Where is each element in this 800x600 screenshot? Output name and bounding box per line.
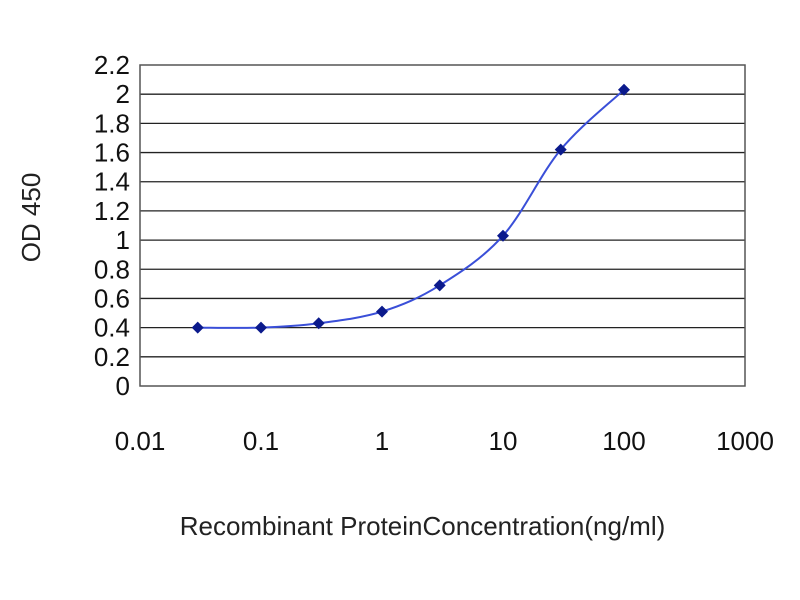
data-point xyxy=(312,317,325,330)
y-tick-label: 2 xyxy=(116,79,130,109)
y-tick-label: 1.2 xyxy=(94,196,130,226)
y-axis-title: OD 450 xyxy=(16,173,46,263)
data-point xyxy=(618,83,630,96)
data-point xyxy=(191,321,204,334)
x-axis-title: Recombinant ProteinConcentration(ng/ml) xyxy=(180,511,666,541)
y-tick-label: 1.8 xyxy=(94,108,130,138)
y-tick-label: 0.6 xyxy=(94,283,130,313)
x-tick-label: 1 xyxy=(375,426,389,456)
x-tick-label: 0.01 xyxy=(115,426,166,456)
y-tick-label: 1.4 xyxy=(94,167,130,197)
y-tick-label: 0.8 xyxy=(94,254,130,284)
data-point xyxy=(433,279,446,292)
y-tick-label: 1 xyxy=(116,225,130,255)
x-tick-label: 10 xyxy=(489,426,518,456)
plot-frame xyxy=(139,64,746,387)
y-tick-label: 1.6 xyxy=(94,138,130,168)
y-tick-label: 0.4 xyxy=(94,313,130,343)
series-layer xyxy=(191,83,630,334)
x-tick-label: 0.1 xyxy=(243,426,279,456)
data-point xyxy=(497,229,509,242)
data-point xyxy=(376,305,388,318)
y-tick-labels: 00.20.40.60.811.21.41.61.822.2 xyxy=(94,50,130,401)
grid-lines xyxy=(140,93,745,358)
series-line xyxy=(197,89,625,329)
y-tick-label: 0.2 xyxy=(94,342,130,372)
x-tick-label: 100 xyxy=(602,426,645,456)
data-point xyxy=(554,143,567,156)
x-tick-labels: 0.01 0.1 1 10 100 1000 xyxy=(115,426,774,456)
data-point xyxy=(255,321,267,334)
y-tick-label: 2.2 xyxy=(94,50,130,80)
x-tick-label: 1000 xyxy=(716,426,774,456)
y-tick-label: 0 xyxy=(116,371,130,401)
